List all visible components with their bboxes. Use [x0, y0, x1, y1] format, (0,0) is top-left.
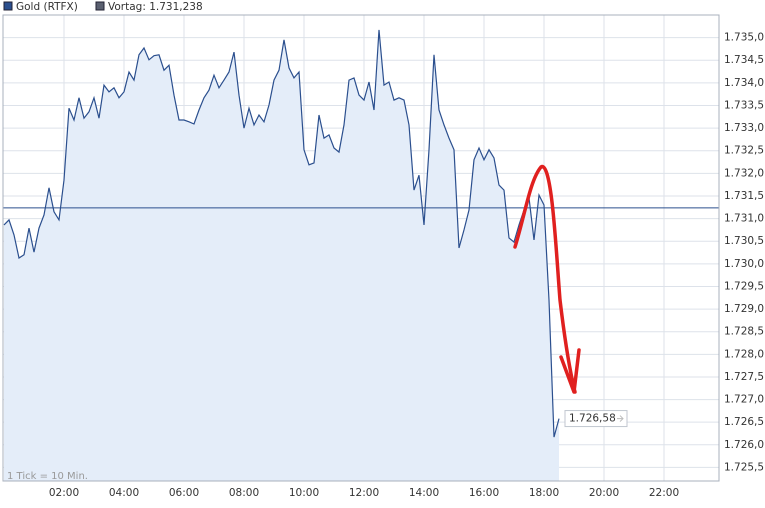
legend-swatch — [95, 1, 105, 11]
y-tick-label: 1.727,0 — [724, 394, 764, 406]
y-tick-label: 1.734,5 — [724, 54, 764, 66]
plot — [3, 29, 719, 482]
legend-swatch — [3, 1, 13, 11]
y-tick-label: 1.728,0 — [724, 348, 764, 360]
x-tick-label: 08:00 — [229, 487, 259, 499]
value-label-text: 1.726,58 — [569, 413, 616, 425]
legend-label: Gold (RTFX) — [16, 1, 78, 13]
y-tick-label: 1.732,0 — [724, 167, 764, 179]
x-tick-label: 06:00 — [169, 487, 199, 499]
y-tick-label: 1.725,5 — [724, 461, 764, 473]
x-tick-label: 02:00 — [49, 487, 79, 499]
annotation: 1 Tick = 10 Min. — [7, 471, 88, 482]
y-tick-label: 1.735,0 — [724, 32, 764, 44]
y-tick-label: 1.731,5 — [724, 190, 764, 202]
y-tick-label: 1.730,5 — [724, 235, 764, 247]
y-tick-label: 1.732,5 — [724, 145, 764, 157]
plot-frame — [2, 14, 720, 482]
x-tick-label: 16:00 — [469, 487, 499, 499]
area — [4, 29, 559, 482]
labels: 1.725,5 1.726,0 1.726,5 1.727,0 1.727,5 1.728… — [3, 1, 764, 499]
x-tick-label: 22:00 — [649, 487, 679, 499]
y-tick-label: 1.731,0 — [724, 213, 764, 225]
x-tick-label: 04:00 — [109, 487, 139, 499]
x-tick-label: 10:00 — [289, 487, 319, 499]
y-tick-label: 1.733,5 — [724, 99, 764, 111]
y-tick-label: 1.733,0 — [724, 122, 764, 134]
value-label-box — [564, 410, 628, 428]
x-tick-label: 14:00 — [409, 487, 439, 499]
legend-label: Vortag: 1.731,238 — [108, 1, 203, 13]
y-tick-label: 1.728,5 — [724, 326, 764, 338]
y-tick-label: 1.726,0 — [724, 439, 764, 451]
y-tick-label: 1.729,0 — [724, 303, 764, 315]
x-tick-label: 18:00 — [529, 487, 559, 499]
y-tick-label: 1.727,5 — [724, 371, 764, 383]
value-label: 1.726,58 — [564, 410, 628, 428]
line — [3, 29, 560, 438]
value-label-arrow — [617, 415, 624, 422]
y-tick-label: 1.729,5 — [724, 280, 764, 292]
y-tick-label: 1.730,0 — [724, 258, 764, 270]
hand-drawn-arrow — [513, 165, 581, 394]
x-tick-label: 12:00 — [349, 487, 379, 499]
y-tick-label: 1.726,5 — [724, 416, 764, 428]
y-tick-label: 1.734,0 — [724, 77, 764, 89]
x-tick-label: 20:00 — [589, 487, 619, 499]
